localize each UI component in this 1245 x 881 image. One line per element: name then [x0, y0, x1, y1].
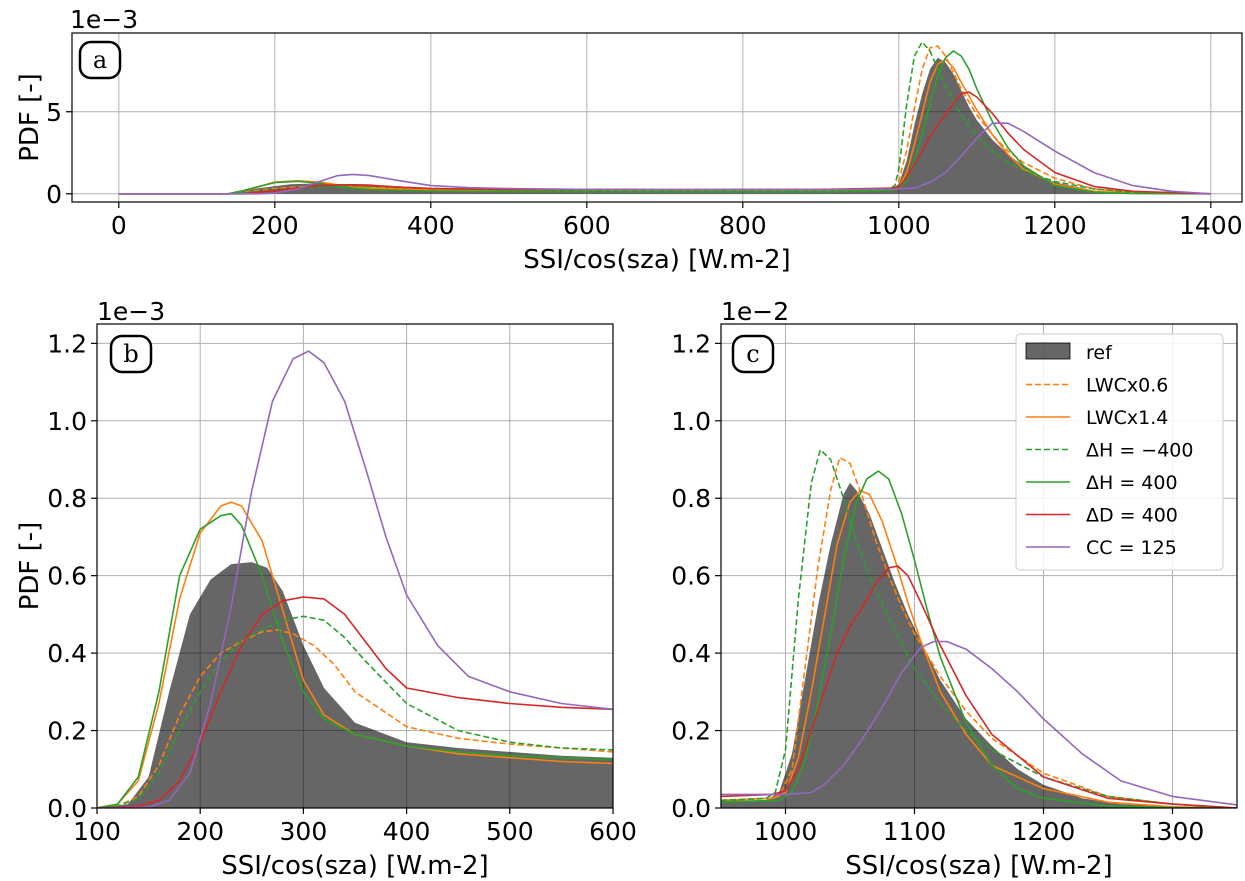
- series-lwc06-line: [97, 629, 613, 808]
- series-ref-area: [97, 562, 613, 808]
- x-axis-label: SSI/cos(sza) [W.m-2]: [845, 851, 1112, 881]
- y-axis-label: PDF [-]: [15, 522, 45, 611]
- legend-box: [1015, 333, 1224, 571]
- legend-swatch-ref: [1025, 342, 1071, 360]
- legend-label-lwc14: LWCx1.4: [1086, 407, 1168, 429]
- x-tick-label: 1400: [1179, 211, 1243, 240]
- y-tick-label: 0.0: [671, 794, 711, 823]
- y-tick-label: 1.0: [47, 407, 87, 436]
- y-tick-label: 0: [46, 180, 62, 209]
- series-dd-line: [97, 596, 613, 808]
- y-tick-label: 0.0: [47, 794, 87, 823]
- x-tick-label: 1100: [883, 817, 947, 846]
- x-tick-label: 1200: [1012, 817, 1076, 846]
- x-tick-label: 800: [719, 211, 767, 240]
- x-tick-label: 1300: [1141, 817, 1205, 846]
- series-lwc06-line: [118, 45, 1211, 195]
- y-tick-label: 0.6: [47, 562, 87, 591]
- y-tick-label: 0.2: [47, 717, 87, 746]
- x-tick-label: 200: [251, 211, 299, 240]
- x-tick-label: 1000: [867, 211, 931, 240]
- series-dh_neg-line: [97, 615, 613, 808]
- axes-frame: [71, 32, 1243, 203]
- y-tick-label: 5: [46, 98, 62, 127]
- x-axis-label: SSI/cos(sza) [W.m-2]: [523, 245, 790, 275]
- x-tick-label: 0: [111, 211, 127, 240]
- plot-area: [97, 350, 613, 808]
- plot-area: [118, 41, 1211, 195]
- series-dh_neg-line: [118, 41, 1211, 195]
- x-tick-label: 500: [486, 817, 534, 846]
- series-cc-line: [97, 350, 613, 808]
- series-dh_neg-line: [721, 449, 1237, 808]
- axes-frame: [720, 323, 1238, 809]
- x-tick-label: 400: [407, 211, 455, 240]
- axes-frame: [96, 323, 614, 809]
- panel-c-high-irradiance-zoom: 1000 1100 1200 1300 0.0 0.2 0.4 0.6 0.8 1.0 1.2 1e−…: [671, 297, 1238, 881]
- series-dh_pos-line: [97, 512, 613, 808]
- panel-label: c: [746, 340, 759, 368]
- y-tick-label: 0.6: [671, 562, 711, 591]
- plot-area: [721, 449, 1237, 808]
- x-tick-label: 300: [280, 817, 328, 846]
- panel-label: a: [93, 46, 107, 74]
- legend-label-dd: ΔD = 400: [1086, 505, 1178, 527]
- panel-label-box: [109, 334, 153, 374]
- x-tick-label: 600: [589, 817, 637, 846]
- y-tick-label: 1.2: [671, 329, 711, 358]
- series-lwc06-line: [721, 456, 1237, 808]
- y-tick-label: 0.2: [671, 717, 711, 746]
- y-tick-label: 0.4: [47, 639, 87, 668]
- y-scale-offset-label: 1e−3: [70, 5, 138, 34]
- series-ref-area: [721, 482, 1237, 808]
- series-lwc14-line: [721, 489, 1237, 808]
- series-dd-line: [118, 91, 1211, 195]
- legend-label-dh_pos: ΔH = 400: [1086, 472, 1178, 494]
- y-scale-offset-label: 1e−3: [97, 297, 165, 326]
- x-tick-label: 200: [176, 817, 224, 846]
- x-tick-label: 400: [383, 817, 431, 846]
- panel-label-box: [78, 40, 122, 80]
- y-tick-label: 0.8: [47, 484, 87, 513]
- y-tick-label: 1.2: [47, 329, 87, 358]
- series-lwc14-line: [97, 501, 613, 808]
- series-dh_pos-line: [118, 50, 1211, 195]
- series-cc-line: [118, 122, 1211, 195]
- x-tick-label: 100: [73, 817, 121, 846]
- series-cc-line: [721, 640, 1237, 806]
- x-tick-label: 1200: [1023, 211, 1087, 240]
- x-axis-label: SSI/cos(sza) [W.m-2]: [221, 851, 488, 881]
- y-tick-label: 0.4: [671, 639, 711, 668]
- panel-a-top-overview: 0 200 400 600 800 1000 1200 1400 0 5 1e−3 SSI/cos(s…: [15, 5, 1243, 275]
- y-axis-label: PDF [-]: [15, 73, 45, 162]
- panel-b-low-irradiance-zoom: 100 200 300 400 500 600 0.0 0.2 0.4 0.6 0.8 1.0 1.2 1…: [15, 297, 637, 881]
- panel-label-box: [731, 334, 775, 374]
- legend-label-dh_neg: ΔH = −400: [1086, 440, 1193, 462]
- y-tick-label: 1.0: [671, 407, 711, 436]
- y-tick-label: 0.8: [671, 484, 711, 513]
- legend-label-cc: CC = 125: [1086, 537, 1177, 559]
- legend-label-ref: ref: [1086, 342, 1113, 364]
- series-dd-line: [721, 565, 1237, 808]
- legend-label-lwc06: LWCx0.6: [1086, 375, 1168, 397]
- series-ref-area: [118, 57, 1211, 194]
- y-scale-offset-label: 1e−2: [721, 297, 789, 326]
- x-tick-label: 1000: [754, 817, 818, 846]
- x-tick-label: 600: [563, 211, 611, 240]
- panel-label: b: [123, 340, 138, 368]
